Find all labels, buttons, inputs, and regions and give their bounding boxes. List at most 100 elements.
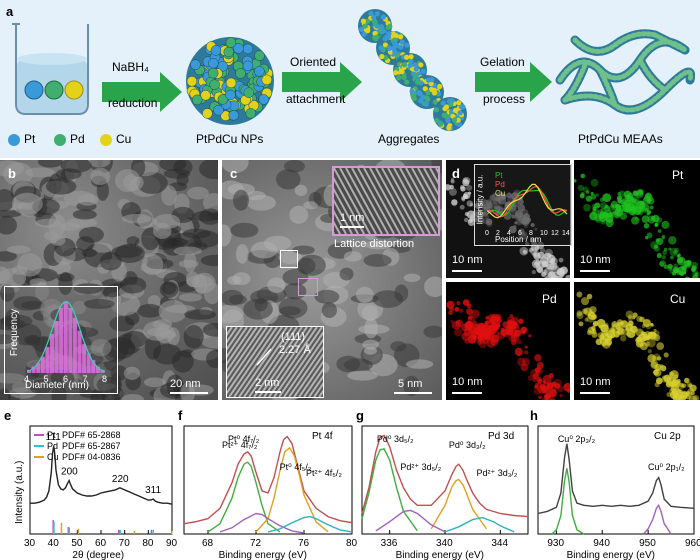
atom xyxy=(191,94,203,106)
x-axis-label: Binding energy (eV) xyxy=(396,550,484,560)
series-line xyxy=(642,503,672,535)
pd-map-tile xyxy=(446,282,572,400)
atom xyxy=(223,46,235,58)
fringe xyxy=(258,327,308,397)
linescan-tick: 14 xyxy=(562,230,570,237)
x-tick-label: 60 xyxy=(95,538,107,549)
tile1-scalebar xyxy=(580,270,610,272)
signal-pixel xyxy=(691,267,696,273)
fringe xyxy=(334,187,359,234)
atom xyxy=(374,11,380,17)
signal-pixel xyxy=(591,208,600,216)
hist-xlabel: Diameter (nm) xyxy=(25,380,89,391)
atom xyxy=(200,90,211,101)
particle xyxy=(336,355,361,373)
atom xyxy=(374,34,380,40)
signal-pixel xyxy=(462,299,470,306)
signal-pixel xyxy=(479,322,486,329)
signal-pixel xyxy=(543,382,550,389)
particle xyxy=(278,251,302,265)
fringe xyxy=(313,382,323,397)
signal-pixel xyxy=(595,193,599,197)
histogram-plot: 4 5 6 7 8 xyxy=(24,300,107,384)
hist-bar xyxy=(63,301,68,373)
atom xyxy=(452,107,459,113)
linescan-ylabel: Intensity / a.u. xyxy=(475,174,485,225)
signal-pixel xyxy=(666,392,672,397)
fringe xyxy=(334,220,341,234)
fringe xyxy=(411,168,438,218)
tile3-scalebar xyxy=(580,392,610,394)
signal-pixel xyxy=(616,327,625,336)
pt-map-tile xyxy=(573,160,700,283)
signal-pixel xyxy=(585,190,590,194)
particle xyxy=(186,271,200,288)
atom xyxy=(417,91,423,97)
x-tick-label: 72 xyxy=(250,538,262,549)
fringe xyxy=(334,209,347,234)
linescan-tick: 10 xyxy=(540,230,548,237)
signal-pixel xyxy=(565,274,572,282)
signal-pixel xyxy=(600,324,609,333)
atom xyxy=(378,45,384,51)
signal-pixel xyxy=(654,363,662,371)
lattice-spacing-inset: (111) 2.27 Å 2 nm xyxy=(226,326,324,398)
series-line xyxy=(207,461,281,533)
panel-a: a Pt Pd Cu NaBH₄ reduction Oriented atta… xyxy=(0,0,700,158)
gel-strand-atoms xyxy=(652,32,688,53)
signal-pixel xyxy=(516,339,522,345)
tem-texture xyxy=(0,160,218,400)
aggregates-illustration xyxy=(358,9,467,132)
fringe xyxy=(345,168,383,234)
peak-annotation: Cu⁰ 2p₃/₂ xyxy=(558,434,596,444)
signal-pixel xyxy=(666,380,674,389)
peak-label: 220 xyxy=(112,474,129,485)
legend-label: Pd xyxy=(47,441,58,451)
fringe xyxy=(278,331,323,397)
hist-bar xyxy=(68,308,73,373)
x-tick-label: 80 xyxy=(142,538,154,549)
chart-e: 30 40 50 60 70 80 90 2θ (degree) Intensity (a.u.… xyxy=(14,425,178,560)
particle xyxy=(84,298,115,309)
particle xyxy=(0,268,27,288)
atom xyxy=(408,54,414,60)
particle xyxy=(178,259,199,268)
signal-pixel xyxy=(592,322,597,327)
fringe xyxy=(308,374,323,397)
x-tick-label: 930 xyxy=(547,538,564,549)
signal-pixel xyxy=(527,375,534,381)
atom xyxy=(410,93,416,99)
signal-pixel xyxy=(518,318,524,325)
particle xyxy=(99,252,122,271)
signal-pixel xyxy=(542,253,547,258)
particle xyxy=(164,237,188,246)
signal-pixel xyxy=(672,393,680,400)
atom xyxy=(451,117,458,123)
line-scan-series xyxy=(486,183,568,219)
signal-pixel xyxy=(534,382,539,387)
fringe xyxy=(283,338,323,397)
signal-pixel xyxy=(536,267,544,274)
signal-pixel xyxy=(460,185,465,190)
signal-pixel xyxy=(531,269,536,275)
hist-bar xyxy=(77,330,82,373)
signal-pixel xyxy=(573,179,577,183)
atom xyxy=(393,70,399,76)
signal-pixel xyxy=(517,352,521,357)
particle xyxy=(203,282,218,305)
signal-pixel xyxy=(544,393,551,400)
signal-pixel xyxy=(446,184,451,191)
signal-pixel xyxy=(471,335,477,340)
fringe xyxy=(253,327,303,397)
signal-pixel xyxy=(657,229,662,233)
signal-pixel xyxy=(502,329,511,338)
signal-pixel xyxy=(539,384,547,391)
particle xyxy=(180,382,196,400)
spacing-label: 2.27 Å xyxy=(279,344,311,356)
particle xyxy=(347,370,378,381)
particle xyxy=(176,172,189,186)
signal-pixel xyxy=(674,247,680,253)
particle xyxy=(59,222,81,231)
signal-pixel xyxy=(467,325,476,335)
signal-pixel xyxy=(522,249,527,254)
